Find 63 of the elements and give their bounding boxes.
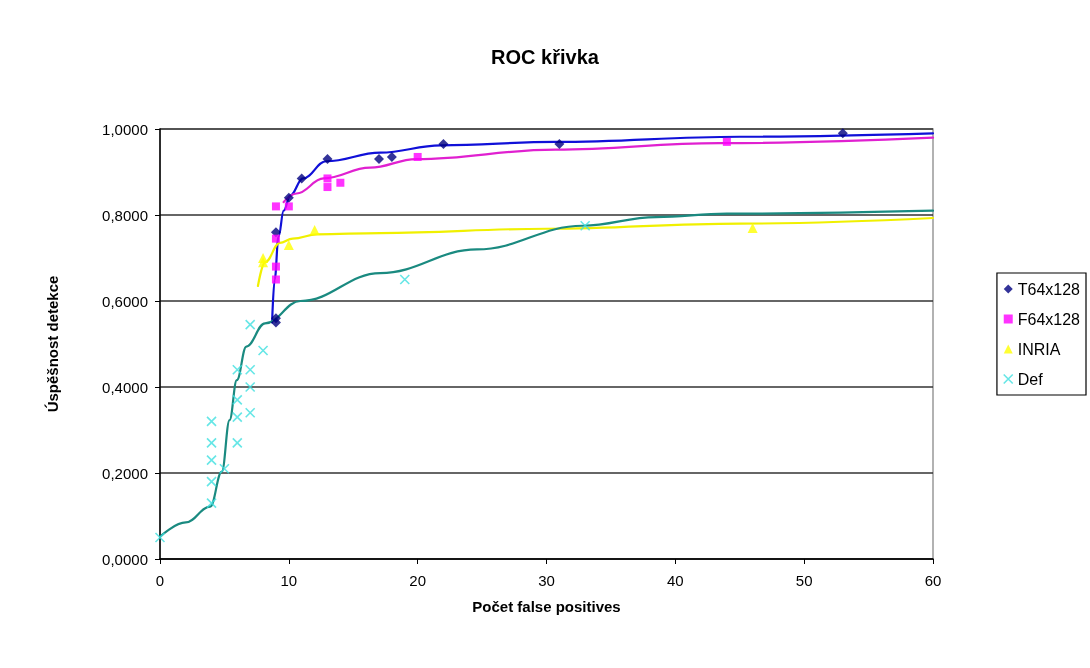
y-tick-label: 0,0000 (102, 550, 148, 568)
x-tick-label: 50 (795, 572, 813, 589)
y-axis-title: Úspěšnost detekce (44, 275, 61, 413)
y-tick-label: 0,8000 (102, 206, 148, 224)
x-tick-label: 40 (666, 572, 684, 589)
point (244, 319, 256, 330)
point (232, 437, 243, 449)
point (232, 364, 243, 376)
line-series (158, 209, 935, 538)
y-tick-label: 0,4000 (102, 378, 148, 396)
point (206, 497, 217, 509)
point (386, 151, 397, 162)
point (323, 183, 332, 192)
y-tick-label: 1,0000 (102, 120, 148, 138)
point (747, 222, 758, 233)
y-tick-label: 0,2000 (102, 464, 148, 482)
x-tick-label: 10 (280, 572, 298, 589)
point (271, 234, 280, 243)
point (722, 137, 731, 146)
point (399, 274, 411, 285)
point (322, 154, 333, 165)
point (244, 364, 256, 376)
point (296, 173, 307, 184)
x-tick-label: 20 (409, 572, 427, 589)
point (374, 154, 385, 165)
legend-label: Def (1017, 370, 1044, 388)
point (271, 275, 280, 284)
x-tick-label: 60 (924, 572, 942, 589)
point (579, 220, 591, 232)
point (206, 454, 217, 466)
point (336, 178, 345, 187)
legend-label: T64x128 (1017, 280, 1081, 298)
point (257, 345, 269, 356)
point (271, 202, 280, 211)
point (413, 152, 422, 161)
point (232, 394, 243, 406)
point (554, 139, 565, 150)
point (206, 476, 217, 487)
point (309, 225, 320, 236)
point (258, 257, 269, 268)
x-axis-title: Počet false positives (472, 598, 621, 615)
x-tick-label: 30 (538, 572, 555, 589)
chart-title: ROC křivka (491, 46, 600, 68)
point (270, 313, 281, 324)
x-tick-label: 0 (155, 572, 165, 589)
legend-label: INRIA (1017, 340, 1061, 358)
point (206, 437, 217, 449)
point (244, 381, 256, 393)
y-tick-label: 0,6000 (102, 292, 148, 310)
point (244, 407, 256, 419)
point (219, 463, 230, 474)
point (837, 128, 848, 139)
line-series (256, 216, 935, 288)
point (206, 416, 217, 427)
point (154, 532, 166, 543)
point (323, 174, 332, 183)
legend-label: F64x128 (1017, 310, 1081, 328)
point (232, 411, 243, 423)
point (271, 262, 280, 271)
point (438, 139, 449, 150)
point (283, 192, 294, 203)
point (283, 240, 294, 251)
point (284, 202, 293, 211)
